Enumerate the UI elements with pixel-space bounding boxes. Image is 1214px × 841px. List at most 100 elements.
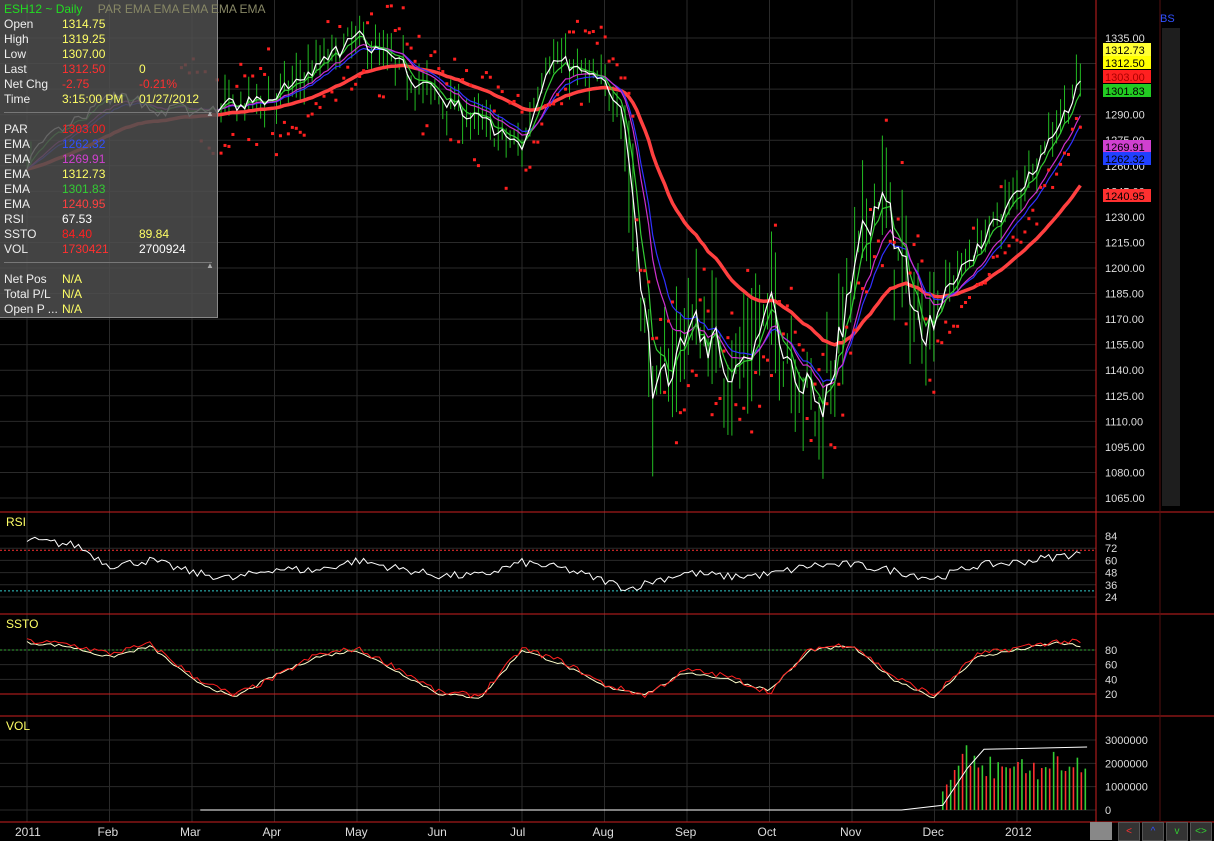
x-axis-label: May bbox=[345, 825, 368, 839]
nav-button[interactable]: <> bbox=[1190, 822, 1212, 841]
symbol-label[interactable]: ESH12 ~ Daily bbox=[4, 2, 83, 16]
psar-dot bbox=[405, 42, 409, 46]
info-value: 1307.00 bbox=[62, 47, 106, 61]
info-value: -2.75 bbox=[62, 77, 90, 91]
info-label: Last bbox=[4, 62, 27, 76]
psar-dot bbox=[457, 140, 461, 144]
psar-dot bbox=[524, 168, 528, 172]
nav-button[interactable]: < bbox=[1118, 822, 1140, 841]
psar-dot bbox=[967, 296, 971, 300]
price-tag-label: 1312.50 bbox=[1105, 58, 1145, 70]
psar-dot bbox=[358, 74, 362, 78]
collapse-arrow-icon[interactable]: ▲ bbox=[206, 109, 214, 118]
psar-dot bbox=[1066, 152, 1070, 156]
psar-dot bbox=[758, 404, 762, 408]
psar-dot bbox=[1019, 240, 1023, 244]
price-tag bbox=[1103, 43, 1151, 56]
psar-dot bbox=[635, 218, 639, 222]
psar-dot bbox=[377, 94, 381, 98]
psar-dot bbox=[294, 126, 298, 130]
ssto-axis-label: 20 bbox=[1105, 689, 1117, 701]
psar-dot bbox=[682, 408, 686, 412]
psar-dot bbox=[512, 99, 516, 103]
rsi-pane-label: RSI bbox=[6, 515, 26, 529]
price-axis-label: 1215.00 bbox=[1105, 237, 1145, 249]
info-value: N/A bbox=[62, 272, 83, 286]
vol-axis-label: 2000000 bbox=[1105, 758, 1148, 770]
psar-dot bbox=[619, 76, 623, 80]
psar-dot bbox=[1078, 125, 1082, 129]
nav-button[interactable]: v bbox=[1166, 822, 1188, 841]
psar-dot bbox=[964, 300, 968, 304]
info-label: Open bbox=[4, 17, 34, 31]
psar-dot bbox=[785, 304, 789, 308]
price-tag-label: 1312.73 bbox=[1105, 45, 1145, 57]
psar-dot bbox=[793, 330, 797, 334]
psar-dot bbox=[1059, 162, 1063, 166]
psar-dot bbox=[762, 355, 766, 359]
price-scrollbar bbox=[1162, 28, 1180, 506]
psar-dot bbox=[773, 223, 777, 227]
psar-dot bbox=[508, 101, 512, 105]
psar-dot bbox=[579, 102, 583, 106]
psar-dot bbox=[888, 239, 892, 243]
info-label: Total P/L bbox=[4, 287, 51, 301]
psar-dot bbox=[413, 59, 417, 63]
price-tag bbox=[1103, 140, 1151, 153]
psar-dot bbox=[924, 317, 928, 321]
psar-dot bbox=[833, 446, 837, 450]
psar-dot bbox=[813, 382, 817, 386]
psar-dot bbox=[409, 46, 413, 50]
ssto-axis-label: 80 bbox=[1105, 645, 1117, 657]
price-axis-label: 1200.00 bbox=[1105, 263, 1145, 275]
price-axis-label: 1140.00 bbox=[1105, 365, 1144, 377]
psar-dot bbox=[979, 282, 983, 286]
info-label: Net Pos bbox=[4, 272, 47, 286]
psar-dot bbox=[599, 25, 603, 29]
psar-dot bbox=[702, 267, 706, 271]
psar-dot bbox=[1027, 217, 1031, 221]
psar-dot bbox=[892, 240, 896, 244]
psar-dot bbox=[742, 406, 746, 410]
psar-dot bbox=[730, 311, 734, 315]
x-axis-label: Jul bbox=[510, 825, 525, 839]
scroll-thumb[interactable] bbox=[1090, 822, 1112, 840]
info-value: 3:15:00 PM bbox=[62, 92, 124, 106]
psar-dot bbox=[314, 102, 318, 106]
info-value: N/A bbox=[62, 302, 83, 316]
psar-dot bbox=[334, 98, 338, 102]
info-value-secondary: 0 bbox=[139, 62, 146, 76]
psar-dot bbox=[532, 140, 536, 144]
corner-tag: BS bbox=[1160, 13, 1175, 25]
psar-dot bbox=[484, 71, 488, 75]
chart-title: ESH12 ~ Daily PAR EMA EMA EMA EMA EMA bbox=[4, 2, 266, 16]
psar-dot bbox=[445, 82, 449, 86]
psar-dot bbox=[251, 74, 255, 78]
psar-dot bbox=[734, 403, 738, 407]
psar-dot bbox=[837, 382, 841, 386]
psar-dot bbox=[944, 320, 948, 324]
info-value: 1269.91 bbox=[62, 152, 106, 166]
price-axis-label: 1065.00 bbox=[1105, 493, 1145, 505]
psar-dot bbox=[825, 402, 829, 406]
info-label: EMA bbox=[4, 167, 31, 181]
collapse-arrow-icon[interactable]: ▲ bbox=[206, 261, 214, 270]
psar-dot bbox=[706, 309, 710, 313]
psar-dot bbox=[528, 165, 532, 169]
info-value-secondary: -0.21% bbox=[139, 77, 178, 91]
price-axis-label: 1095.00 bbox=[1105, 442, 1145, 454]
psar-dot bbox=[777, 300, 781, 304]
psar-dot bbox=[552, 102, 556, 106]
psar-dot bbox=[278, 134, 282, 138]
info-separator bbox=[4, 112, 212, 113]
nav-button[interactable]: ^ bbox=[1142, 822, 1164, 841]
psar-dot bbox=[362, 69, 366, 73]
psar-dot bbox=[1051, 185, 1055, 189]
psar-dot bbox=[841, 413, 845, 417]
info-label: High bbox=[4, 32, 29, 46]
psar-dot bbox=[370, 12, 374, 16]
info-separator bbox=[4, 262, 212, 263]
psar-dot bbox=[916, 234, 920, 238]
price-axis-label: 1230.00 bbox=[1105, 212, 1145, 224]
psar-dot bbox=[346, 65, 350, 69]
